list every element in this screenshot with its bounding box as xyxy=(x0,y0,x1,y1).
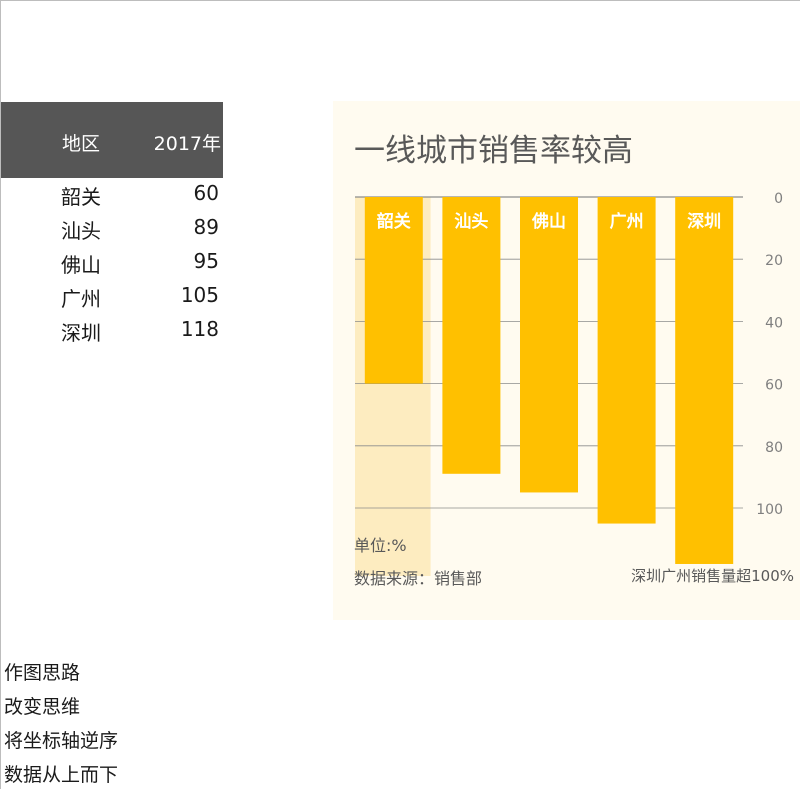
cell-value: 89 xyxy=(193,215,219,239)
cell-region: 广州 xyxy=(61,287,101,311)
note-line: 将坐标轴逆序 xyxy=(4,730,119,752)
bar xyxy=(520,197,578,493)
table-row: 韶关 60 xyxy=(1,178,223,212)
y-tick-label: 60 xyxy=(765,378,783,394)
table-row: 佛山 95 xyxy=(1,246,223,280)
cell-value: 60 xyxy=(193,181,219,205)
bar xyxy=(364,197,423,384)
cell-value: 118 xyxy=(180,317,219,341)
bar-category-label: 深圳 xyxy=(687,211,721,232)
table-row: 广州 105 xyxy=(1,280,223,314)
bar xyxy=(675,197,734,564)
note-line: 作图思路 xyxy=(4,662,81,684)
y-tick-label: 0 xyxy=(774,191,783,207)
bar-category-label: 佛山 xyxy=(531,211,566,232)
table-header: 地区 2017年 xyxy=(1,102,223,178)
table-row: 深圳 118 xyxy=(1,314,223,348)
bar xyxy=(442,197,501,474)
sheet-border-left xyxy=(0,0,1,789)
cell-region: 深圳 xyxy=(61,321,101,345)
bar-category-label: 汕头 xyxy=(454,212,488,232)
y-tick-label: 100 xyxy=(756,502,783,518)
chart-annotation: 深圳广州销售量超100% xyxy=(631,567,794,585)
header-year: 2017年 xyxy=(153,133,221,155)
data-table: 地区 2017年 韶关 60 汕头 89 佛山 95 广州 105 深圳 118 xyxy=(1,102,223,348)
bar-category-label: 广州 xyxy=(610,211,644,232)
source-note: 数据来源：销售部 xyxy=(354,569,482,588)
bar xyxy=(597,197,656,524)
cell-value: 95 xyxy=(193,249,219,273)
cell-value: 105 xyxy=(180,283,219,307)
cell-region: 韶关 xyxy=(61,185,101,209)
bar-category-label: 韶关 xyxy=(377,211,411,232)
design-notes: 作图思路 改变思维 将坐标轴逆序 数据从上而下 xyxy=(4,656,118,792)
cell-region: 佛山 xyxy=(61,253,101,277)
y-tick-label: 20 xyxy=(765,253,783,269)
note-line: 数据从上而下 xyxy=(4,764,119,786)
note-line: 改变思维 xyxy=(4,696,81,718)
unit-note: 单位:% xyxy=(354,536,407,555)
sheet-border-top xyxy=(0,0,800,1)
header-region: 地区 xyxy=(62,133,101,155)
table-row: 汕头 89 xyxy=(1,212,223,246)
sales-rate-chart[interactable]: 0 20 40 60 80 100 韶关 汕头 佛山 广州 深圳 一线城市销售率较高单位:% 数据来源：… xyxy=(333,101,800,620)
y-tick-label: 40 xyxy=(765,315,783,331)
y-tick-label: 80 xyxy=(765,440,783,456)
chart-title: 一线城市销售率较高 xyxy=(354,133,633,169)
cell-region: 汕头 xyxy=(61,219,101,243)
